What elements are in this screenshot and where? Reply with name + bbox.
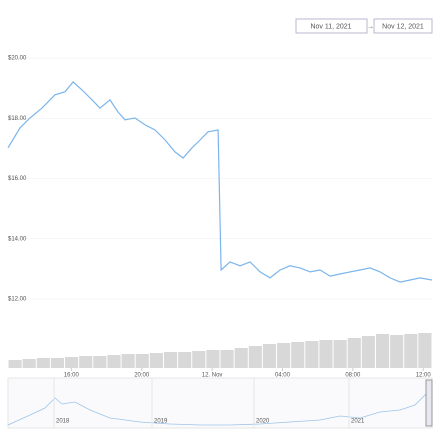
volume-bar [404, 334, 418, 368]
volume-bar [149, 353, 163, 368]
volume-bar [36, 358, 50, 368]
navigator-label: 2019 [154, 419, 168, 425]
range-from[interactable]: Nov 11, 2021 [310, 23, 351, 30]
volume-bar [206, 350, 220, 368]
volume-bar [121, 354, 135, 368]
navigator-line [7, 384, 433, 426]
volume-bar [220, 350, 234, 368]
volume-bar [107, 355, 121, 368]
volume-bar [418, 333, 432, 368]
volume-bar [390, 335, 404, 368]
price-line [7, 81, 433, 283]
volume-bar [135, 354, 149, 368]
volume-bar [361, 336, 375, 368]
y-tick-label: $16.00 [8, 176, 27, 182]
x-tick-label: 12:00 [416, 373, 432, 379]
y-tick-label: $18.00 [8, 116, 27, 122]
volume-bar [248, 346, 262, 368]
x-tick-label: 20:00 [134, 373, 150, 379]
volume-bar [375, 334, 390, 368]
volume-bar [22, 359, 36, 368]
volume-bar [347, 338, 361, 368]
volume-bar [178, 352, 192, 368]
volume-bar [319, 340, 333, 368]
x-tick-label: 12. Nov [202, 373, 223, 379]
volume-bar [93, 356, 107, 368]
range-from-box[interactable] [295, 18, 368, 34]
navigator-handle[interactable] [425, 379, 433, 427]
volume-bar [79, 356, 93, 368]
volume-bar [291, 342, 305, 368]
volume-bar [333, 340, 347, 368]
volume-bar [234, 348, 248, 368]
volume-bar [192, 351, 206, 368]
volume-bar [50, 358, 65, 368]
volume-bar [163, 352, 178, 368]
x-tick-label: 16:00 [64, 373, 80, 379]
volume-bar [262, 344, 277, 368]
navigator-label: 2020 [256, 419, 270, 425]
volume-bar [305, 341, 319, 368]
navigator[interactable] [7, 377, 433, 429]
x-tick-label: 04:00 [275, 373, 291, 379]
volume-bar [65, 357, 79, 368]
y-tick-label: $14.00 [8, 236, 27, 242]
navigator-label: 2018 [56, 419, 70, 425]
navigator-label: 2021 [351, 419, 365, 425]
volume-bar [8, 360, 22, 368]
x-tick-label: 08:00 [345, 373, 361, 379]
volume-bar [277, 343, 291, 368]
y-tick-label: $12.00 [8, 297, 27, 303]
range-to[interactable]: Nov 12, 2021 [382, 23, 424, 30]
range-to-box[interactable] [373, 18, 433, 34]
range-separator: → [367, 23, 374, 30]
y-tick-label: $20.00 [8, 56, 27, 62]
